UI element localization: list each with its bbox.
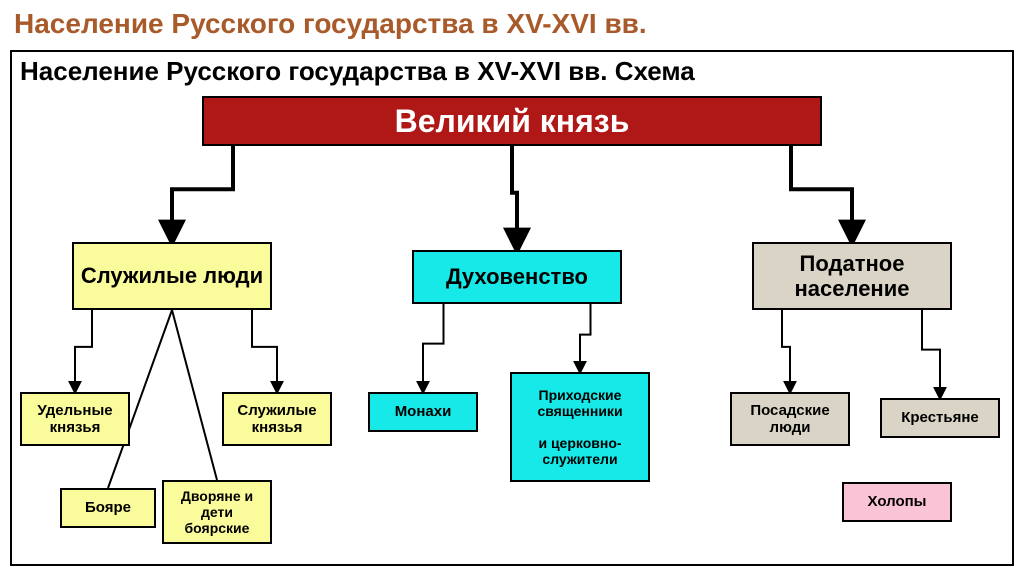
node-udel: Удельные князья [20, 392, 130, 446]
node-tax: Податное население [752, 242, 952, 310]
edge-root-tax [791, 146, 852, 242]
node-krest: Крестьяне [880, 398, 1000, 438]
node-monks: Монахи [368, 392, 478, 432]
node-clergy: Духовенство [412, 250, 622, 304]
diagram-frame: Население Русского государства в XV-XVI … [10, 50, 1014, 566]
node-boyare: Бояре [60, 488, 156, 528]
node-root: Великий князь [202, 96, 822, 146]
edge-clergy-monks [423, 304, 444, 392]
edge-root-clergy [512, 146, 517, 250]
edge-serv-udel [75, 310, 92, 392]
edge-clergy-priests [580, 304, 591, 372]
page-title: Население Русского государства в XV-XVI … [0, 0, 1024, 46]
edge-serv-sluzh_kn [252, 310, 277, 392]
node-kholopy: Холопы [842, 482, 952, 522]
edge-tax-posad [782, 310, 790, 392]
node-sluzh_kn: Служилые князья [222, 392, 332, 446]
node-serv: Служилые люди [72, 242, 272, 310]
node-priests: Приходские священники и церковно-служите… [510, 372, 650, 482]
edge-root-serv [172, 146, 233, 242]
diagram-subtitle: Население Русского государства в XV-XVI … [12, 52, 1012, 93]
edge-serv-dvor [172, 310, 217, 480]
edge-tax-krest [922, 310, 940, 398]
node-dvor: Дворяне и дети боярские [162, 480, 272, 544]
node-posad: Посадские люди [730, 392, 850, 446]
